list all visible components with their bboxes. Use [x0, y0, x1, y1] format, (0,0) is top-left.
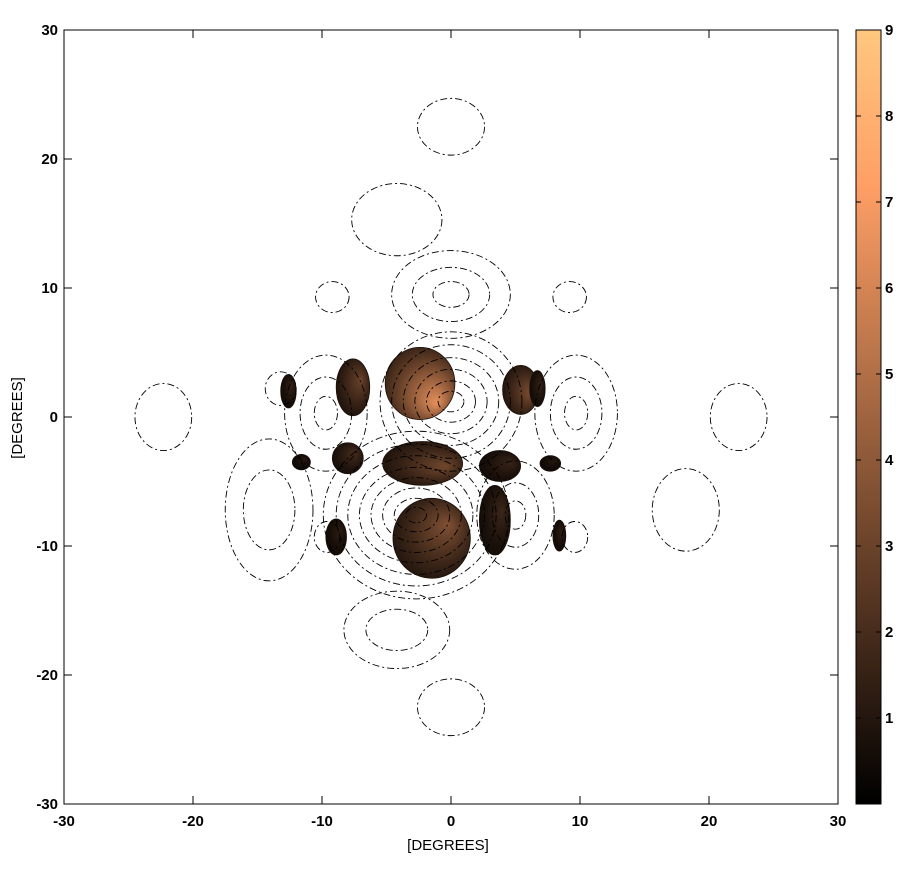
contour-line-11-3	[358, 466, 474, 564]
contour-line-17-1	[365, 608, 429, 651]
contour-line-13-0	[476, 460, 555, 570]
contour-line-2-0	[391, 250, 511, 339]
y-tick-label: -10	[36, 538, 58, 555]
contour-line-2-1	[411, 266, 491, 322]
contour-line-4-0	[552, 281, 587, 313]
contour-line-5-0	[134, 383, 193, 451]
contour-line-14-0	[651, 468, 720, 552]
y-tick-label: 0	[50, 409, 58, 426]
contour-line-8-0	[284, 354, 368, 472]
contour-line-12-1	[242, 469, 296, 551]
contour-line-10-5	[437, 390, 465, 413]
x-tick-label: -10	[311, 813, 333, 830]
y-tick-label: 20	[41, 151, 58, 168]
y-tick-label: -20	[36, 667, 58, 684]
contour-line-13-2	[504, 500, 527, 530]
contour-line-0-0	[417, 97, 485, 156]
contour-line-16-0	[561, 521, 589, 553]
y-tick-label: -30	[36, 796, 58, 813]
y-tick-label: 30	[41, 22, 58, 39]
contour-line-8-1	[299, 376, 353, 450]
filled-region-upper-center-lobe	[384, 346, 456, 420]
contour-line-6-0	[709, 383, 768, 451]
filled-region-upper-left-lobe	[335, 358, 371, 417]
y-axis-label: [DEGREES]	[9, 377, 26, 459]
contour-line-11-1	[335, 443, 497, 587]
contour-line-3-0	[315, 281, 350, 313]
contour-line-10-1	[391, 344, 511, 459]
contour-line-10-4	[426, 380, 476, 423]
x-axis-label: [DEGREES]	[407, 837, 489, 854]
contour-line-10-2	[402, 357, 500, 446]
contour-line-11-7	[405, 506, 427, 524]
contour-line-9-2	[564, 395, 589, 431]
filled-region-middle-right-lobe	[478, 450, 522, 482]
colorbar-tick-label: 4	[885, 452, 894, 469]
contour-lines	[134, 97, 768, 737]
filled-region-right-small-sliver	[539, 455, 562, 472]
contour-line-18-0	[417, 678, 485, 737]
x-tick-label: 20	[701, 813, 718, 830]
contour-line-9-1	[549, 376, 603, 450]
contour-line-11-5	[382, 487, 451, 543]
contour-line-2-2	[432, 281, 470, 308]
colorbar-tick-label: 1	[885, 710, 893, 727]
contour-line-8-2	[313, 395, 338, 431]
colorbar-ticks: 1 2 3 4 5 6 7 8 9	[856, 22, 894, 727]
contour-line-11-4	[370, 477, 462, 553]
colorbar-tick-label: 8	[885, 108, 893, 125]
contour-line-12-0	[224, 438, 314, 582]
colorbar-tick-label: 9	[885, 22, 893, 39]
filled-regions	[280, 346, 567, 579]
contour-line-11-2	[347, 455, 485, 575]
filled-region-lower-far-right-sliver	[552, 519, 567, 552]
x-tick-label: 10	[572, 813, 589, 830]
x-tick-label: 0	[447, 813, 455, 830]
contour-line-7-0	[264, 371, 297, 406]
filled-region-lower-right-lobe	[478, 484, 511, 556]
contour-line-15-0	[313, 521, 341, 553]
contour-line-10-3	[414, 368, 488, 435]
filled-region-lower-left-lobe	[325, 518, 347, 556]
x-tick-label: 30	[830, 813, 847, 830]
contour-line-13-1	[491, 482, 540, 548]
contour-line-11-0	[322, 430, 510, 600]
contour-line-17-0	[343, 590, 451, 669]
colorbar-tick-label: 7	[885, 194, 893, 211]
contour-line-1-0	[351, 183, 443, 257]
axis-ticks: -30 -20 -10 0 10 20 30 -30 -20 -10 0 10 20 30	[36, 22, 846, 830]
x-tick-label: -20	[182, 813, 204, 830]
colorbar-tick-label: 2	[885, 624, 893, 641]
filled-region-lower-center-lobe	[392, 497, 471, 579]
contour-line-9-0	[534, 354, 618, 472]
colorbar	[855, 29, 882, 805]
y-tick-label: 10	[41, 280, 58, 297]
colorbar-tick-label: 3	[885, 538, 893, 555]
filled-region-far-right-sliver	[529, 370, 546, 408]
contour-line-11-6	[393, 497, 439, 533]
colorbar-tick-label: 6	[885, 280, 893, 297]
x-tick-label: -30	[53, 813, 75, 830]
colorbar-tick-label: 5	[885, 366, 893, 383]
contour-line-10-0	[379, 331, 523, 472]
